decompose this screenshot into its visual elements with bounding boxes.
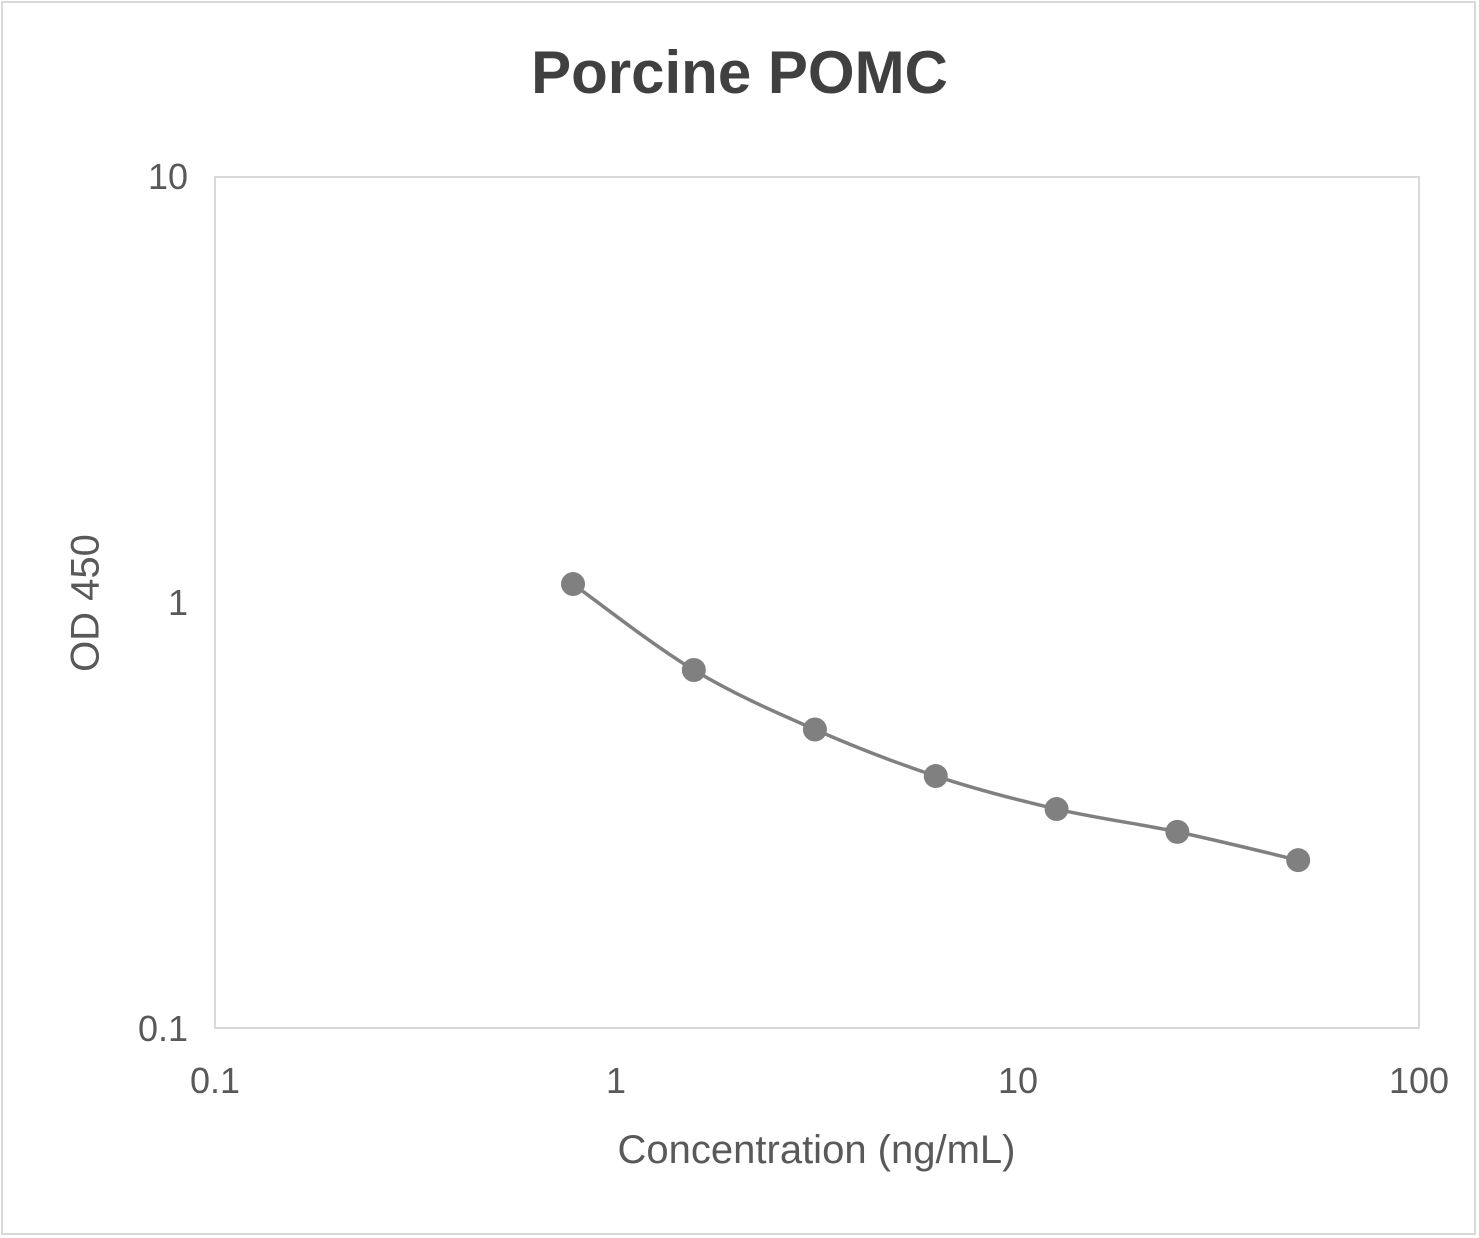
data-point [561,572,586,597]
x-axis-label: Concentration (ng/mL) [617,1128,1016,1172]
x-tick-10: 10 [997,1060,1039,1101]
data-point [681,658,706,683]
plot-border [214,176,1420,1029]
data-markers [561,572,1311,873]
y-tick-10: 10 [147,156,188,197]
x-tick-0-1: 0.1 [189,1060,241,1101]
data-point [802,717,827,742]
x-tick-1: 1 [605,1060,627,1101]
x-tick-100: 100 [1388,1060,1450,1101]
y-tick-1: 1 [167,582,188,623]
data-point [923,764,948,789]
data-point [1044,797,1069,822]
y-tick-0-1: 0.1 [137,1008,188,1049]
data-point [1165,819,1190,844]
data-point [1286,848,1311,873]
chart-title: Porcine POMC [531,39,948,106]
y-axis-label: OD 450 [63,534,108,672]
